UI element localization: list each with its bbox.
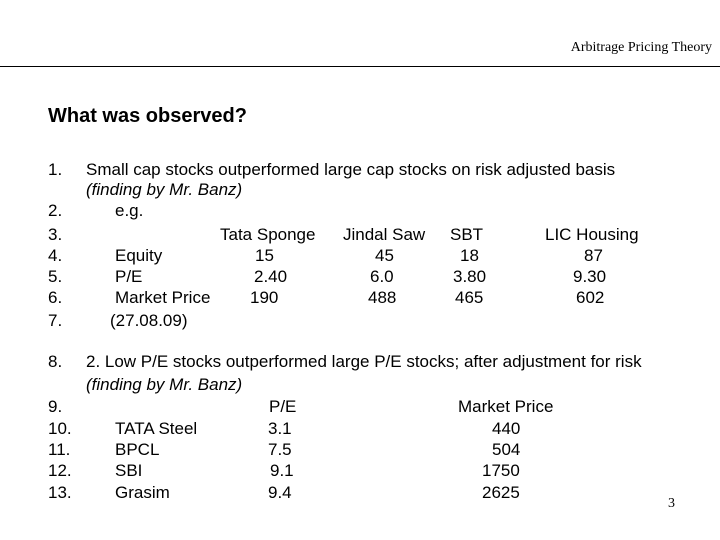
pe-lic-housing: 9.30 <box>573 267 607 286</box>
item-number-7: 7. <box>48 311 63 330</box>
item-number-12: 12. <box>48 461 72 480</box>
item-number-10: 10. <box>48 419 72 438</box>
stock-name-sbi: SBI <box>115 461 143 480</box>
company-tata-sponge: Tata Sponge <box>220 225 316 244</box>
header-title: Arbitrage Pricing Theory <box>570 40 712 55</box>
stock-pe-grasim: 9.4 <box>268 483 292 502</box>
company-sbt: SBT <box>450 225 484 244</box>
row-label-market-price: Market Price <box>115 288 211 307</box>
equity-lic-housing: 87 <box>584 246 603 265</box>
item-number-1: 1. <box>48 160 63 179</box>
item-number-11: 11. <box>48 440 71 459</box>
pe-tata-sponge: 2.40 <box>254 267 288 286</box>
pe-header: P/E <box>269 397 297 416</box>
item-number-4: 4. <box>48 246 63 265</box>
item-number-2: 2. <box>48 201 63 220</box>
pe-jindal-saw: 6.0 <box>370 267 394 286</box>
date-note: (27.08.09) <box>110 311 188 330</box>
stock-name-grasim: Grasim <box>115 483 170 502</box>
slide-title: What was observed? <box>48 105 247 127</box>
item-8-text: 2. Low P/E stocks outperformed large P/E… <box>86 352 642 371</box>
stock-pe-bpcl: 7.5 <box>268 440 292 459</box>
item-number-5: 5. <box>48 267 63 286</box>
equity-sbt: 18 <box>460 246 479 265</box>
stock-pe-tata-steel: 3.1 <box>268 419 292 438</box>
price-jindal-saw: 488 <box>368 288 397 307</box>
stock-name-bpcl: BPCL <box>115 440 160 459</box>
stock-pe-sbi: 9.1 <box>270 461 294 480</box>
eg-label: e.g. <box>115 201 144 220</box>
item-number-13: 13. <box>48 483 72 502</box>
stock-name-tata-steel: TATA Steel <box>115 419 198 438</box>
page-number: 3 <box>668 496 675 511</box>
row-label-pe: P/E <box>115 267 143 286</box>
market-price-header: Market Price <box>458 397 554 416</box>
company-jindal-saw: Jindal Saw <box>343 225 426 244</box>
header-rule <box>0 66 720 67</box>
item-number-3: 3. <box>48 225 63 244</box>
item-1-text: Small cap stocks outperformed large cap … <box>86 160 616 179</box>
equity-jindal-saw: 45 <box>375 246 394 265</box>
stock-price-grasim: 2625 <box>482 483 520 502</box>
item-number-9: 9. <box>48 397 63 416</box>
price-tata-sponge: 190 <box>250 288 279 307</box>
item-1-finding: (finding by Mr. Banz) <box>86 180 243 199</box>
stock-price-sbi: 1750 <box>482 461 520 480</box>
item-8-finding: (finding by Mr. Banz) <box>86 375 243 394</box>
price-lic-housing: 602 <box>576 288 605 307</box>
item-number-6: 6. <box>48 288 63 307</box>
stock-price-bpcl: 504 <box>492 440 521 459</box>
equity-tata-sponge: 15 <box>255 246 274 265</box>
stock-price-tata-steel: 440 <box>492 419 521 438</box>
row-label-equity: Equity <box>115 246 163 265</box>
item-number-8: 8. <box>48 352 63 371</box>
company-lic-housing: LIC Housing <box>545 225 639 244</box>
price-sbt: 465 <box>455 288 484 307</box>
pe-sbt: 3.80 <box>453 267 487 286</box>
